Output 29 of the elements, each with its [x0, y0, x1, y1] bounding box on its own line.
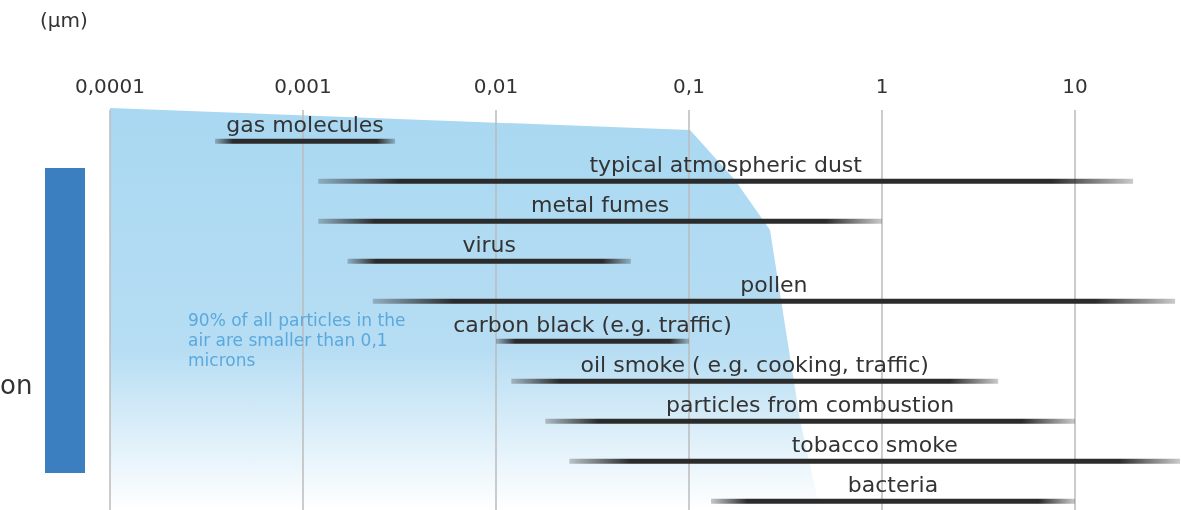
y-tick-label: oil smoke ( e.g. cooking, traffic) — [580, 352, 929, 378]
bar — [511, 378, 999, 384]
bar — [545, 418, 1075, 424]
text: on — [0, 370, 33, 400]
bar — [347, 258, 631, 264]
annotation: 90% of all particles in the air are smaller than 0,1 microns — [188, 310, 407, 370]
y-tick-label: metal fumes — [530, 192, 670, 218]
y-tick-label: bacteria — [847, 472, 939, 498]
y-tick-label: gas molecules — [226, 112, 384, 138]
x-tick-label: 0,1 — [673, 74, 705, 98]
y-tick-label: carbon black (e.g. traffic) — [453, 312, 732, 338]
bar — [496, 338, 689, 344]
bar — [215, 138, 396, 144]
x-tick-label: 10 — [1062, 74, 1088, 98]
bar — [710, 498, 1075, 504]
y-tick-label: virus — [462, 232, 516, 258]
x-axis-title: (µm) — [40, 8, 88, 32]
y-tick-label: typical atmospheric dust — [589, 152, 863, 178]
x-tick-label: 1 — [875, 74, 889, 98]
y-tick-label: particles from combustion — [666, 392, 955, 418]
y-tick-label: pollen — [740, 272, 808, 298]
x-tick-label: 0,01 — [473, 74, 519, 98]
bar — [569, 458, 1180, 464]
bar — [372, 298, 1176, 304]
x-tick-label: 0,001 — [274, 74, 332, 98]
y-tick-label: tobacco smoke — [791, 432, 958, 458]
bar — [318, 178, 1134, 184]
x-tick-label: 0,0001 — [75, 74, 145, 98]
bar — [318, 218, 882, 224]
